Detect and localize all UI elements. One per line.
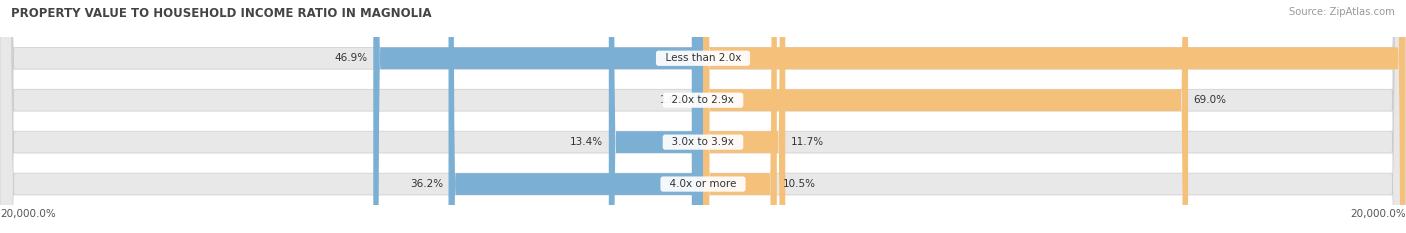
FancyBboxPatch shape — [374, 0, 703, 233]
Text: Source: ZipAtlas.com: Source: ZipAtlas.com — [1289, 7, 1395, 17]
Text: 3.0x to 3.9x: 3.0x to 3.9x — [665, 137, 741, 147]
Text: 11.7%: 11.7% — [790, 137, 824, 147]
Text: 13.4%: 13.4% — [569, 137, 603, 147]
Text: 69.0%: 69.0% — [1194, 95, 1226, 105]
Text: 46.9%: 46.9% — [335, 53, 368, 63]
FancyBboxPatch shape — [692, 0, 703, 233]
FancyBboxPatch shape — [703, 0, 1406, 233]
Text: 10.5%: 10.5% — [782, 179, 815, 189]
Text: 2.0x to 2.9x: 2.0x to 2.9x — [665, 95, 741, 105]
Text: PROPERTY VALUE TO HOUSEHOLD INCOME RATIO IN MAGNOLIA: PROPERTY VALUE TO HOUSEHOLD INCOME RATIO… — [11, 7, 432, 20]
FancyBboxPatch shape — [449, 0, 703, 233]
FancyBboxPatch shape — [703, 0, 778, 233]
FancyBboxPatch shape — [609, 0, 703, 233]
Text: Less than 2.0x: Less than 2.0x — [658, 53, 748, 63]
FancyBboxPatch shape — [703, 0, 785, 233]
Text: 36.2%: 36.2% — [409, 179, 443, 189]
Text: 1.6%: 1.6% — [659, 95, 686, 105]
Text: 20,000.0%: 20,000.0% — [1350, 209, 1406, 219]
Text: 20,000.0%: 20,000.0% — [0, 209, 56, 219]
FancyBboxPatch shape — [703, 0, 1188, 233]
Text: 4.0x or more: 4.0x or more — [664, 179, 742, 189]
